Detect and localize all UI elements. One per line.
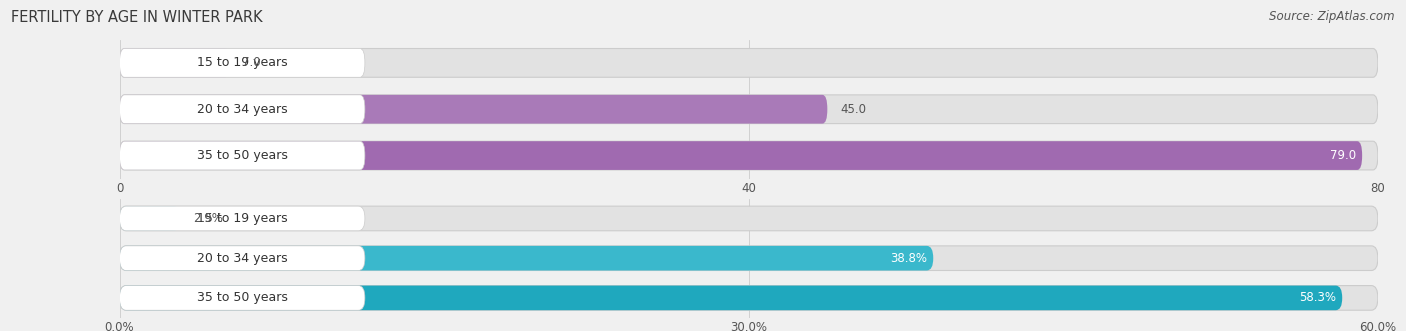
FancyBboxPatch shape — [120, 141, 1378, 170]
FancyBboxPatch shape — [120, 286, 366, 310]
FancyBboxPatch shape — [120, 95, 827, 123]
FancyBboxPatch shape — [120, 49, 366, 77]
FancyBboxPatch shape — [120, 141, 1362, 170]
FancyBboxPatch shape — [120, 141, 366, 170]
Text: 15 to 19 years: 15 to 19 years — [197, 212, 287, 225]
FancyBboxPatch shape — [120, 49, 229, 77]
Text: 38.8%: 38.8% — [890, 252, 927, 265]
FancyBboxPatch shape — [120, 95, 366, 123]
Text: 35 to 50 years: 35 to 50 years — [197, 149, 288, 162]
Text: 2.9%: 2.9% — [193, 212, 222, 225]
FancyBboxPatch shape — [120, 286, 1378, 310]
Text: 20 to 34 years: 20 to 34 years — [197, 252, 287, 265]
FancyBboxPatch shape — [120, 49, 1378, 77]
Text: 79.0: 79.0 — [1330, 149, 1355, 162]
Text: FERTILITY BY AGE IN WINTER PARK: FERTILITY BY AGE IN WINTER PARK — [11, 10, 263, 25]
FancyBboxPatch shape — [120, 246, 366, 270]
FancyBboxPatch shape — [120, 286, 1343, 310]
Text: 7.0: 7.0 — [242, 56, 262, 70]
Text: 45.0: 45.0 — [839, 103, 866, 116]
FancyBboxPatch shape — [120, 246, 1378, 270]
Text: 58.3%: 58.3% — [1299, 291, 1336, 305]
FancyBboxPatch shape — [120, 95, 1378, 123]
Text: 15 to 19 years: 15 to 19 years — [197, 56, 287, 70]
FancyBboxPatch shape — [120, 206, 180, 231]
Text: 35 to 50 years: 35 to 50 years — [197, 291, 288, 305]
Text: 20 to 34 years: 20 to 34 years — [197, 103, 287, 116]
FancyBboxPatch shape — [120, 206, 1378, 231]
FancyBboxPatch shape — [120, 246, 934, 270]
FancyBboxPatch shape — [120, 206, 366, 231]
Text: Source: ZipAtlas.com: Source: ZipAtlas.com — [1270, 10, 1395, 23]
